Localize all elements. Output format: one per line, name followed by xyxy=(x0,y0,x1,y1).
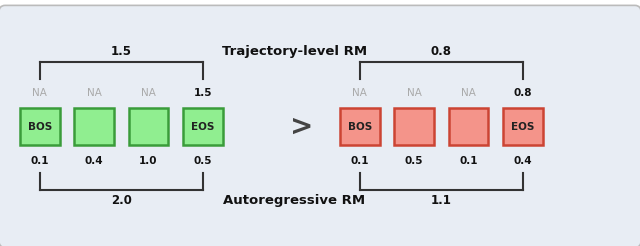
Bar xyxy=(449,108,488,145)
Bar xyxy=(20,108,60,145)
Text: EOS: EOS xyxy=(511,122,534,132)
Bar xyxy=(340,108,380,145)
Text: 0.8: 0.8 xyxy=(514,88,532,98)
Text: 0.1: 0.1 xyxy=(351,156,369,166)
Text: 1.5: 1.5 xyxy=(194,88,212,98)
Text: EOS: EOS xyxy=(191,122,214,132)
Text: Trajectory-level RM: Trajectory-level RM xyxy=(221,45,367,58)
Text: 1.0: 1.0 xyxy=(140,156,157,166)
Bar xyxy=(394,108,434,145)
Text: NA: NA xyxy=(141,88,156,98)
Bar xyxy=(129,108,168,145)
Text: 0.8: 0.8 xyxy=(431,45,452,58)
Text: >: > xyxy=(291,113,314,141)
Text: BOS: BOS xyxy=(348,122,372,132)
Bar xyxy=(74,108,114,145)
Text: BOS: BOS xyxy=(28,122,52,132)
Text: 0.5: 0.5 xyxy=(405,156,423,166)
Text: 0.5: 0.5 xyxy=(194,156,212,166)
Bar xyxy=(503,108,543,145)
Text: 0.1: 0.1 xyxy=(31,156,49,166)
Text: Autoregressive RM: Autoregressive RM xyxy=(223,195,365,207)
Text: NA: NA xyxy=(406,88,422,98)
Text: NA: NA xyxy=(86,88,102,98)
Text: 1.1: 1.1 xyxy=(431,195,452,207)
Text: NA: NA xyxy=(461,88,476,98)
Bar xyxy=(183,108,223,145)
Text: 0.4: 0.4 xyxy=(84,156,104,166)
FancyBboxPatch shape xyxy=(0,5,640,246)
Text: NA: NA xyxy=(352,88,367,98)
Text: NA: NA xyxy=(32,88,47,98)
Text: 0.4: 0.4 xyxy=(513,156,532,166)
Text: 0.1: 0.1 xyxy=(460,156,477,166)
Text: 1.5: 1.5 xyxy=(111,45,132,58)
Text: 2.0: 2.0 xyxy=(111,195,132,207)
